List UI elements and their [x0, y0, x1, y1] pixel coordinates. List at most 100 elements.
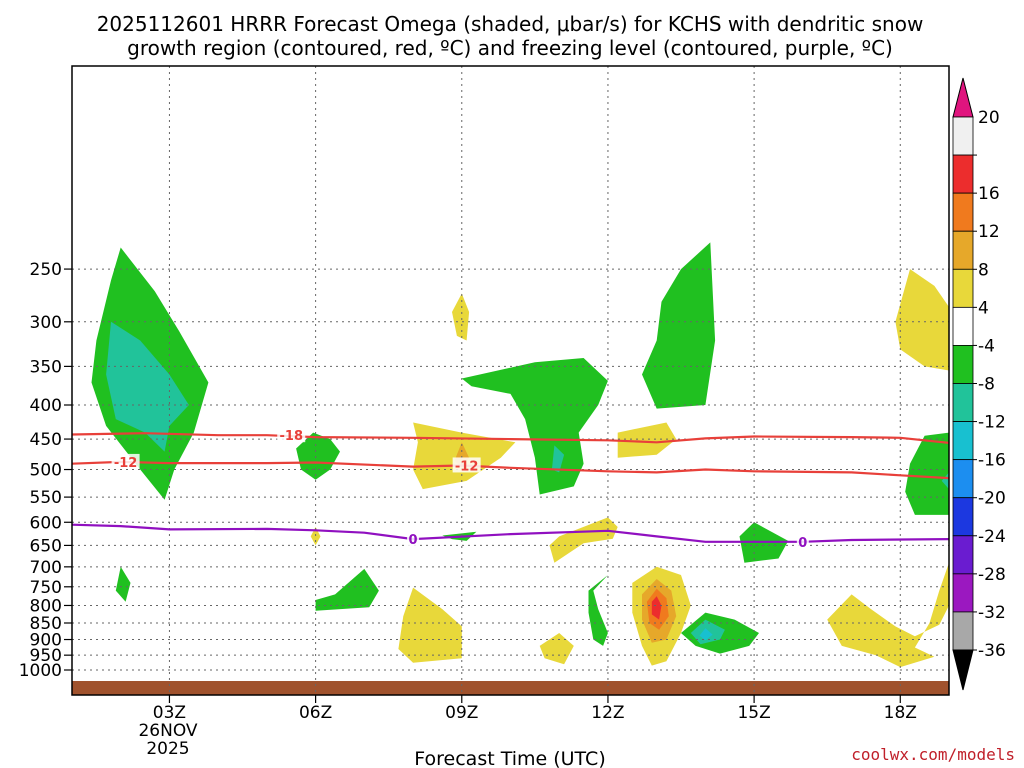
colorbar-swatch [952, 573, 974, 613]
omega-shading [91, 242, 949, 668]
x-tick-label: 15Z [737, 703, 770, 723]
contour-freezing-level [72, 523, 949, 543]
colorbar-label: 4 [978, 298, 989, 318]
omega-region-ascent-west-core [106, 321, 189, 452]
plot-frame [71, 65, 950, 696]
date-label-year: 2025 [146, 739, 189, 759]
y-tick-label: 950 [30, 646, 62, 666]
y-axis: 2503003504004505005506006507007508008509… [19, 260, 72, 681]
x-tick-label: 06Z [299, 703, 332, 723]
terrain-ground [72, 681, 949, 695]
y-tick-label: 1000 [19, 661, 62, 681]
contour-dendritic-minus12 [72, 460, 949, 480]
colorbar-label: 20 [978, 108, 1000, 128]
y-tick-label: 350 [30, 357, 62, 377]
omega-region-ascent-09z-top [461, 358, 608, 495]
contour-label: -12 [455, 459, 479, 474]
omega-region-ascent-19z [905, 432, 949, 515]
contour-lines [72, 432, 949, 543]
colorbar-label: -12 [978, 413, 1006, 433]
colorbar: 20 16 12 8 4 -4 -8 -12 -16 -20 -24 -28 -32 -36 [952, 77, 1006, 691]
colorbar-swatch [952, 192, 974, 232]
colorbar-label: 16 [978, 184, 1000, 204]
omega-region-descent-18z-low [827, 562, 949, 668]
colorbar-label: 8 [978, 260, 989, 280]
chart-title-line2: growth region (contoured, red, ºC) and f… [127, 36, 893, 60]
y-tick-label: 500 [30, 461, 62, 481]
colorbar-under-triangle [952, 649, 974, 691]
colorbar-label: -8 [978, 375, 995, 395]
contour-label-bg [452, 457, 481, 473]
colorbar-swatch [952, 154, 974, 194]
y-tick-label: 750 [30, 578, 62, 598]
contour-dendritic-minus18 [72, 432, 949, 444]
omega-region-descent-09z-top [452, 293, 470, 341]
colorbar-label: -24 [978, 527, 1006, 547]
colorbar-swatch [952, 306, 974, 346]
contour-label: 0 [409, 533, 418, 548]
x-tick-label: 18Z [884, 703, 917, 723]
x-tick-label: 03Z [153, 703, 186, 723]
colorbar-swatch [952, 459, 974, 499]
omega-region-descent-12z-mid [549, 517, 618, 563]
colorbar-swatch [952, 535, 974, 575]
omega-region-ascent-12z-top [642, 242, 716, 409]
colorbar-swatch [952, 116, 974, 156]
y-tick-label: 800 [30, 596, 62, 616]
omega-region-ascent-14z-inner [699, 628, 713, 641]
omega-region-descent-08z-low [398, 587, 462, 663]
x-axis-label: Forecast Time (UTC) [414, 748, 605, 768]
contour-label-bg [796, 533, 809, 549]
omega-region-descent-13z [617, 422, 677, 458]
y-tick-label: 400 [30, 396, 62, 416]
contour-label-bg [407, 531, 420, 547]
y-tick-label: 850 [30, 614, 62, 634]
colorbar-swatch [952, 230, 974, 270]
colorbar-swatch [952, 345, 974, 384]
colorbar-swatch [952, 611, 974, 651]
omega-region-descent-13z-low-core [651, 596, 662, 620]
colorbar-label: 12 [978, 222, 1000, 242]
colorbar-over-triangle [952, 77, 974, 118]
omega-region-ascent-19z-core [941, 472, 949, 490]
contour-label-bg [111, 453, 140, 469]
contour-label: -18 [280, 429, 304, 444]
chart-title-line1: 2025112601 HRRR Forecast Omega (shaded, … [97, 12, 924, 36]
colorbar-swatch [952, 497, 974, 537]
y-tick-label: 250 [30, 260, 62, 280]
colorbar-label: -28 [978, 565, 1006, 585]
y-tick-label: 900 [30, 631, 62, 651]
y-tick-label: 300 [30, 313, 62, 333]
omega-region-ascent-07z-low [315, 568, 379, 611]
x-axis: 03Z 06Z 09Z 12Z 15Z 18Z [153, 695, 917, 723]
credit-label: coolwx.com/models [851, 745, 1015, 764]
contour-labels: -18 -12 -12 0 0 [111, 427, 809, 551]
colorbar-label: -4 [978, 336, 995, 356]
y-tick-label: 550 [30, 488, 62, 508]
grid-lines [72, 66, 949, 695]
colorbar-label: -16 [978, 451, 1006, 471]
x-tick-label: 12Z [591, 703, 624, 723]
colorbar-label: -36 [978, 641, 1006, 661]
contour-label-bg [277, 427, 306, 443]
omega-region-descent-06z-small [310, 527, 321, 546]
colorbar-label: -32 [978, 603, 1006, 623]
omega-region-ascent-09z-core [551, 445, 565, 473]
colorbar-swatch [952, 421, 974, 461]
contour-label: -12 [114, 456, 138, 471]
omega-region-ascent-12z-low [588, 575, 608, 646]
x-tick-label: 09Z [445, 703, 478, 723]
y-tick-label: 650 [30, 536, 62, 556]
y-tick-label: 700 [30, 558, 62, 578]
omega-region-ascent-06z [296, 432, 340, 480]
contour-label: 0 [798, 536, 807, 551]
colorbar-swatch [952, 383, 974, 422]
colorbar-label: -20 [978, 489, 1006, 509]
y-tick-label: 600 [30, 513, 62, 533]
date-label-day: 26NOV [138, 721, 197, 741]
omega-region-descent-19z-top [895, 269, 949, 371]
omega-region-descent-11z-low [539, 633, 574, 665]
colorbar-swatch [952, 268, 974, 308]
y-tick-label: 450 [30, 430, 62, 450]
